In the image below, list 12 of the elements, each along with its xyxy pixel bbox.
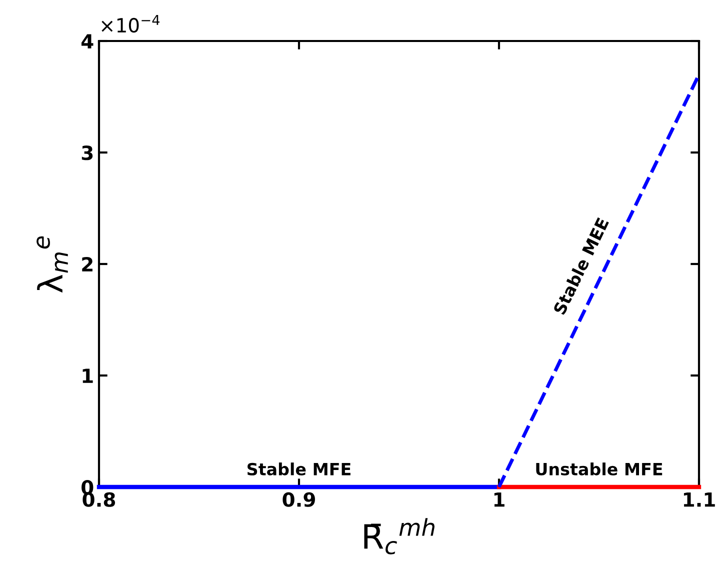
x-axis-title: R̄$_{c}$$^{mh}$ xyxy=(364,518,434,554)
y-tick-label: 2 xyxy=(82,256,92,272)
y-tick-label: 3 xyxy=(82,145,93,160)
x-tick-label: 0.9 xyxy=(282,492,315,507)
y-tick-label: 1 xyxy=(82,368,93,383)
y-tick-label: 4 xyxy=(81,34,94,48)
x-tick-label: 1 xyxy=(494,492,504,507)
x-tick-label: 1.1 xyxy=(684,492,715,507)
text: ×10$^{−4}$ xyxy=(102,14,160,33)
y-axis-title: λ$_{m}$$^{e}$ xyxy=(36,236,68,293)
series-label: Unstable MFE xyxy=(536,462,662,476)
series-label: Stable MFE xyxy=(248,462,350,476)
